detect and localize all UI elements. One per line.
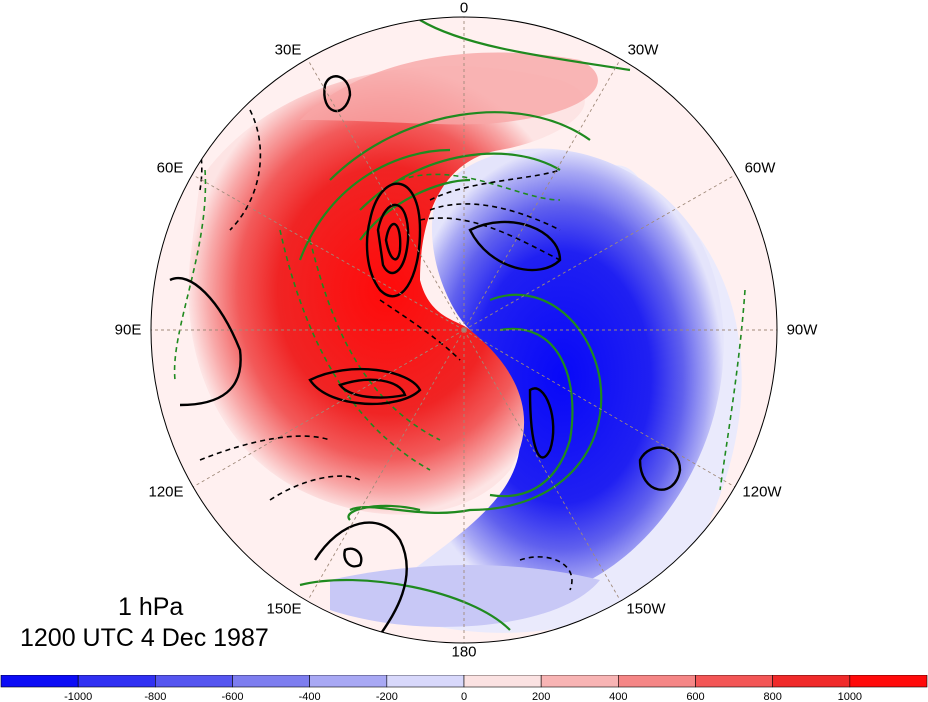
colorbar-tick-label: -800 [144, 691, 166, 702]
longitude-label-120w: 120W [742, 483, 782, 501]
colorbar-tick-label: -1000 [64, 691, 92, 702]
longitude-label-30e: 30E [274, 41, 302, 59]
colorbar-box [309, 675, 388, 688]
colorbar-tick-label: 400 [609, 691, 627, 702]
green-dashed-contours [173, 169, 746, 491]
colorbar-box [0, 675, 79, 688]
colorbar-tick-label: -600 [221, 691, 243, 702]
negative-core [400, 148, 724, 607]
green-contours [298, 19, 631, 631]
colorbar-box [386, 675, 465, 688]
longitude-label-60w: 60W [744, 159, 776, 177]
longitude-label-150e: 150E [266, 600, 302, 618]
positive-top-lobe [300, 52, 598, 125]
colorbar-tick-label: -200 [376, 691, 398, 702]
colorbar-box [463, 675, 542, 688]
colorbar-box [772, 675, 851, 688]
longitude-label-120e: 120E [148, 483, 184, 501]
colorbar-box [618, 675, 696, 688]
colorbar-box [695, 675, 773, 688]
longitude-label-90e: 90E [114, 321, 142, 339]
colorbar-tick-label: 800 [763, 691, 781, 702]
positive-region [188, 66, 585, 515]
pressure-level-label: 1 hPa [118, 593, 184, 621]
shaded-field [151, 17, 777, 643]
colorbar-box [155, 675, 233, 688]
colorbar-tick-label: 1000 [838, 691, 862, 702]
black-dashed-contours [179, 109, 573, 591]
colorbar-tick-label: -400 [299, 691, 321, 702]
longitude-label-60e: 60E [156, 159, 184, 177]
negative-bottom-lobe [330, 565, 600, 627]
colorbar-box [849, 675, 928, 688]
longitude-label-180: 180 [451, 643, 477, 661]
longitude-label-150w: 150W [626, 600, 666, 618]
valid-time-label: 1200 UTC 4 Dec 1987 [20, 624, 269, 652]
black-contours [169, 75, 682, 636]
colorbar-tick-label: 200 [532, 691, 550, 702]
longitude-label-30w: 30W [627, 41, 659, 59]
colorbar-box [77, 675, 156, 688]
longitude-label-0: 0 [459, 0, 469, 17]
grid-meridians [151, 17, 777, 643]
longitude-label-90w: 90W [786, 321, 818, 339]
colorbar: -1000 -800 -600 -400 -200 0 200 400 600 800 1000 [0, 675, 928, 702]
colorbar-box [232, 675, 310, 688]
colorbar-box [540, 675, 619, 688]
colorbar-tick-label: 0 [461, 691, 467, 702]
colorbar-tick-label: 600 [686, 691, 704, 702]
map-boundary [150, 16, 778, 644]
